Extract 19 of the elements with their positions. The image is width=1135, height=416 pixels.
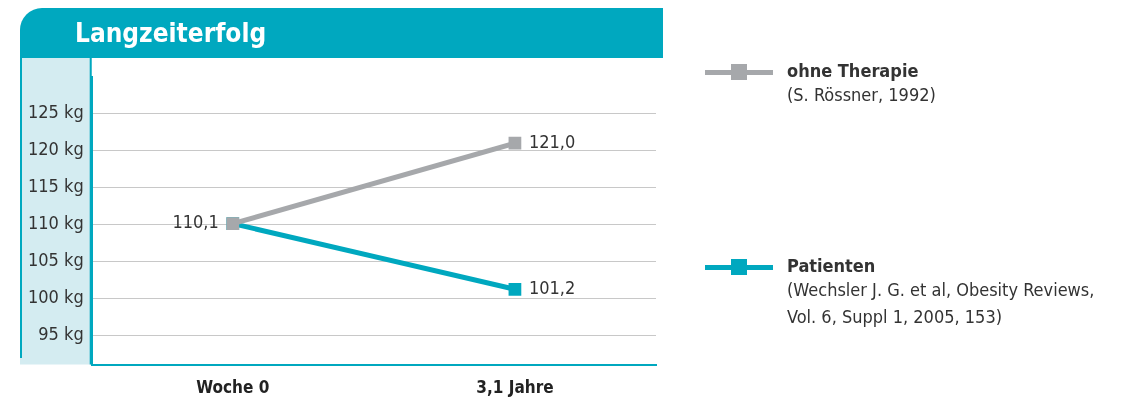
y-tick-label: 100 kg	[27, 285, 84, 307]
legend-label: ohne Therapie	[787, 60, 920, 81]
data-label: 121,0	[528, 130, 576, 152]
y-tick-label: 110 kg	[27, 212, 84, 234]
text: (S. Rössner, 1992)	[787, 83, 937, 107]
y-tick-label: 95 kg	[38, 322, 84, 344]
y-tick-label: 125 kg	[27, 101, 84, 123]
data-label: 101,2	[528, 277, 576, 298]
point	[508, 136, 522, 150]
y-tick-label: 115 kg	[27, 175, 84, 197]
point	[508, 282, 522, 296]
text: (Wechsler J. G. et al, Obesity Reviews, Vol. 6, Suppl 1, 2005, 153)	[787, 278, 1096, 329]
x-tick-label: Woche 0	[196, 377, 270, 398]
legend-label: Patienten	[787, 255, 877, 276]
chart-title: Langzeiterfolg	[20, 8, 663, 58]
x-tick-label: 3,1 Jahre	[476, 377, 554, 398]
y-tick-label: 120 kg	[27, 138, 84, 160]
y-tick-label: 105 kg	[27, 248, 84, 270]
data-label: 110,1	[172, 211, 219, 233]
